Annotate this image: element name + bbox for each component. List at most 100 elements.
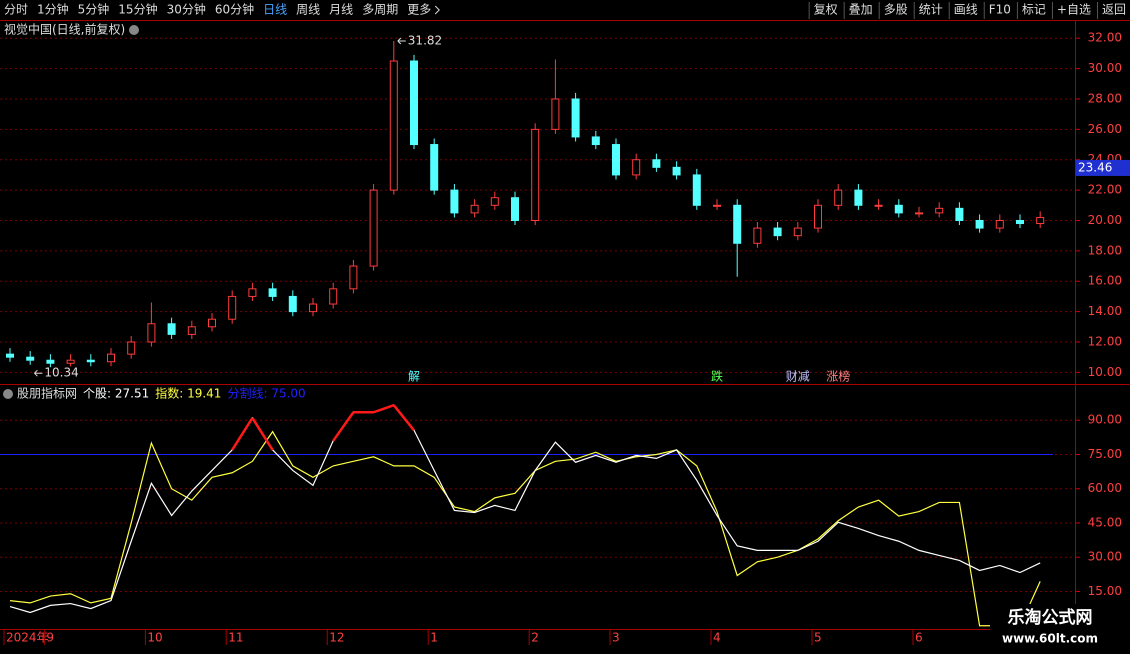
candle-body xyxy=(1016,219,1024,225)
candle-body xyxy=(915,212,923,215)
toolbar-item[interactable]: 分时 xyxy=(4,3,28,17)
event-marker[interactable]: 解 xyxy=(408,370,420,384)
chart-title: 视觉中国(日线,前复权) xyxy=(4,22,125,37)
highlight-segment xyxy=(392,404,415,432)
toolbar-item[interactable]: 月线 xyxy=(329,3,353,17)
last-price-label: 23.46 xyxy=(1078,160,1112,174)
y-tick-label: 15.00 xyxy=(1088,584,1122,598)
candle-body xyxy=(6,353,14,358)
x-tick-label: 10 xyxy=(147,631,162,645)
y-tick-label: 16.00 xyxy=(1088,274,1122,288)
x-tick-label: 2024年 xyxy=(6,631,49,645)
candle-body xyxy=(753,227,762,244)
watermark-box xyxy=(990,604,1112,648)
candle-body xyxy=(470,204,479,214)
candle-body xyxy=(26,356,35,361)
y-tick-label: 12.00 xyxy=(1088,334,1122,348)
legend-entry: 个股: 27.51 xyxy=(83,387,149,401)
candle-body xyxy=(46,359,55,364)
candle-body xyxy=(228,295,237,320)
y-tick-label: 30.00 xyxy=(1088,61,1122,75)
x-tick-label: 4 xyxy=(713,631,721,645)
toolbar-button[interactable]: 标记 xyxy=(1022,3,1046,17)
candle-body xyxy=(66,359,75,364)
highlight-segment xyxy=(251,417,274,451)
candle-body xyxy=(995,219,1004,229)
toolbar-button[interactable]: F10 xyxy=(989,3,1011,17)
toolbar-item[interactable]: 周线 xyxy=(296,3,320,17)
candle-body xyxy=(551,98,560,130)
toolbar-item[interactable]: 5分钟 xyxy=(78,2,110,17)
y-tick-label: 20.00 xyxy=(1088,213,1122,227)
x-tick-label: 2 xyxy=(531,631,539,645)
toolbar-item[interactable]: 15分钟 xyxy=(118,2,157,17)
legend-entry: 分割线: 75.00 xyxy=(227,386,305,401)
candle-body xyxy=(490,197,499,206)
indicator-line xyxy=(9,404,1041,614)
candle-body xyxy=(430,144,439,191)
candle-body xyxy=(834,189,843,206)
indicator-line xyxy=(9,430,1041,627)
y-tick-label: 10.00 xyxy=(1088,365,1122,379)
candle-body xyxy=(450,189,459,214)
candle-body xyxy=(692,174,701,206)
candle-body xyxy=(591,136,600,146)
y-tick-label: 45.00 xyxy=(1088,515,1122,529)
event-marker[interactable]: 涨榜 xyxy=(826,369,850,384)
highlight-segment xyxy=(231,417,254,451)
candle-body xyxy=(410,60,418,146)
y-tick-label: 30.00 xyxy=(1088,550,1122,564)
max-arrow xyxy=(397,37,406,45)
candle-body xyxy=(127,341,136,355)
toolbar-button[interactable]: 叠加 xyxy=(849,3,873,17)
candle-body xyxy=(975,219,984,229)
y-tick-label: 14.00 xyxy=(1088,304,1122,318)
candle-body xyxy=(894,204,903,214)
candle-body xyxy=(86,359,95,363)
x-tick-label: 12 xyxy=(329,631,344,645)
x-tick-label: 6 xyxy=(915,631,923,645)
indicator-toggle[interactable] xyxy=(3,389,13,399)
y-tick-label: 32.00 xyxy=(1088,31,1122,45)
toolbar-button[interactable]: 复权 xyxy=(814,3,838,17)
candle-body xyxy=(248,288,257,297)
event-marker[interactable]: 财减 xyxy=(786,370,810,384)
toolbar-button[interactable]: 返回 xyxy=(1102,3,1126,17)
candle-body xyxy=(1036,216,1045,225)
toolbar-item[interactable]: 多周期 xyxy=(362,3,398,17)
candle-body xyxy=(167,323,176,335)
y-tick-label: 75.00 xyxy=(1088,447,1122,461)
x-tick-label: 5 xyxy=(814,631,822,645)
toolbar-button[interactable]: +自选 xyxy=(1057,3,1091,17)
candle-body xyxy=(531,128,540,221)
toolbar-item[interactable]: 更多 xyxy=(407,3,431,17)
candle-body xyxy=(733,204,742,244)
toolbar-button[interactable]: 画线 xyxy=(954,3,978,17)
candle-body xyxy=(793,227,802,237)
toolbar-button[interactable]: 统计 xyxy=(919,3,943,17)
candle-body xyxy=(208,318,216,328)
candle-body xyxy=(955,207,964,221)
last-price-box xyxy=(1076,159,1130,176)
toolbar-item[interactable]: 1分钟 xyxy=(37,2,69,17)
y-tick-label: 22.00 xyxy=(1088,183,1122,197)
title-toggle[interactable] xyxy=(129,25,139,35)
x-tick-label: 1 xyxy=(430,631,438,645)
x-tick-label: 3 xyxy=(612,631,620,645)
candle-body xyxy=(874,204,883,207)
candle-body xyxy=(511,197,519,221)
event-marker[interactable]: 跌 xyxy=(711,369,723,384)
toolbar-item[interactable]: 60分钟 xyxy=(215,2,254,17)
toolbar-button[interactable]: 多股 xyxy=(884,3,908,17)
toolbar-item[interactable]: 日线 xyxy=(263,3,287,17)
candle-body xyxy=(329,288,338,305)
watermark-title: 乐淘公式网 xyxy=(1008,607,1093,628)
y-tick-label: 26.00 xyxy=(1088,122,1122,136)
toolbar-item[interactable]: 30分钟 xyxy=(167,2,206,17)
watermark-url: www.60lt.com xyxy=(1002,632,1098,646)
min-arrow xyxy=(34,369,43,377)
max-label: 31.82 xyxy=(408,33,442,47)
candle-body xyxy=(612,144,620,176)
y-tick-label: 18.00 xyxy=(1088,243,1122,257)
